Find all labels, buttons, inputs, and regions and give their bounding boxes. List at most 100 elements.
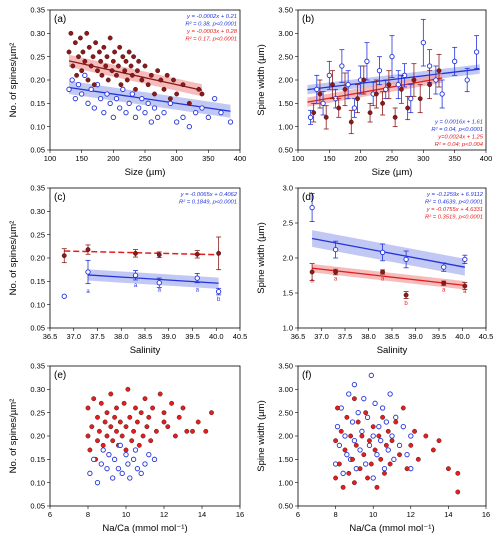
data-point	[194, 251, 200, 257]
data-point	[100, 442, 106, 448]
data-point	[348, 119, 354, 125]
data-point	[108, 391, 114, 397]
y-tick-label: 2.5	[283, 219, 293, 228]
data-point	[150, 405, 156, 411]
data-point	[85, 100, 91, 106]
data-point	[145, 82, 151, 88]
x-tick-label: 40.0	[209, 332, 224, 341]
y-tick-label: 0.35	[30, 184, 45, 193]
data-point	[138, 410, 144, 416]
data-point	[155, 114, 161, 120]
data-point	[351, 105, 358, 111]
data-point	[180, 114, 186, 120]
data-point	[351, 396, 357, 402]
panel-label: (e)	[54, 370, 66, 381]
data-point	[400, 405, 406, 411]
data-point	[101, 110, 107, 116]
data-point	[146, 452, 152, 458]
data-point	[452, 58, 458, 64]
data-point	[134, 68, 140, 74]
regression-line	[311, 237, 465, 268]
data-point	[361, 452, 367, 458]
x-tick-label: 37.5	[90, 332, 105, 341]
data-point	[196, 86, 202, 92]
data-point	[125, 461, 131, 467]
data-point	[75, 82, 82, 88]
data-point	[462, 283, 468, 289]
data-point	[76, 54, 81, 60]
data-point	[320, 100, 326, 106]
data-point	[68, 30, 74, 36]
data-point	[376, 68, 383, 74]
data-point	[396, 442, 403, 448]
data-point	[126, 100, 132, 106]
data-point	[383, 86, 389, 92]
data-point	[110, 114, 116, 120]
group-label: a	[310, 279, 314, 285]
x-tick-label: 39.0	[408, 332, 423, 341]
data-point	[311, 110, 317, 116]
data-point	[88, 63, 94, 69]
group-label: b	[404, 301, 408, 307]
data-point	[142, 396, 148, 402]
data-point	[433, 77, 439, 83]
data-point	[110, 475, 116, 481]
x-tick-label: 40.5	[233, 332, 248, 341]
data-point	[93, 40, 99, 46]
data-point	[376, 433, 382, 439]
x-tick-label: 350	[202, 154, 215, 163]
data-point	[404, 452, 410, 458]
data-point	[156, 280, 162, 286]
data-point	[309, 269, 315, 275]
y-tick-label: 0.15	[30, 99, 45, 108]
data-point	[148, 438, 154, 444]
y-tick-label: 3.50	[278, 362, 293, 371]
data-point	[441, 280, 447, 286]
data-point	[333, 438, 338, 444]
data-point	[193, 110, 199, 116]
data-point	[100, 447, 106, 453]
y-tick-label: 2.50	[278, 408, 293, 417]
group-label: a	[86, 289, 90, 295]
data-point	[120, 86, 126, 92]
data-point	[79, 68, 85, 74]
data-point	[131, 54, 137, 60]
data-point	[317, 91, 323, 97]
regression-annotation: R² = 0.3519, p<0.0001	[425, 215, 483, 221]
data-point	[80, 49, 86, 55]
data-point	[359, 433, 365, 439]
data-point	[436, 68, 442, 74]
data-point	[151, 456, 158, 462]
data-point	[121, 400, 127, 406]
y-tick-label: 3.00	[278, 29, 293, 38]
data-point	[114, 428, 119, 434]
data-point	[389, 433, 395, 439]
data-point	[355, 410, 361, 416]
data-point	[370, 475, 376, 481]
data-point	[124, 77, 130, 83]
y-tick-label: 0.05	[30, 146, 45, 155]
data-point	[441, 264, 447, 270]
y-tick-label: 0.30	[30, 385, 45, 394]
regression-annotation: y = -0.0002x + 0.21	[186, 14, 237, 20]
data-point	[215, 288, 222, 295]
data-point	[380, 269, 385, 275]
data-point	[403, 256, 409, 263]
data-point	[136, 58, 142, 64]
data-point	[142, 63, 148, 69]
regression-annotation: y=0.0024x + 1.25	[437, 135, 484, 141]
data-point	[115, 466, 122, 472]
x-tick-label: 8	[334, 510, 338, 519]
data-point	[161, 419, 167, 425]
x-tick-label: 12	[160, 510, 168, 519]
data-point	[123, 452, 129, 458]
data-point	[186, 100, 192, 106]
y-tick-label: 0.25	[30, 230, 45, 239]
data-point	[439, 91, 445, 97]
data-point	[164, 72, 170, 78]
data-point	[146, 414, 152, 420]
data-point	[363, 461, 369, 467]
data-point	[373, 91, 379, 97]
data-point	[345, 82, 351, 88]
data-point	[332, 246, 339, 253]
